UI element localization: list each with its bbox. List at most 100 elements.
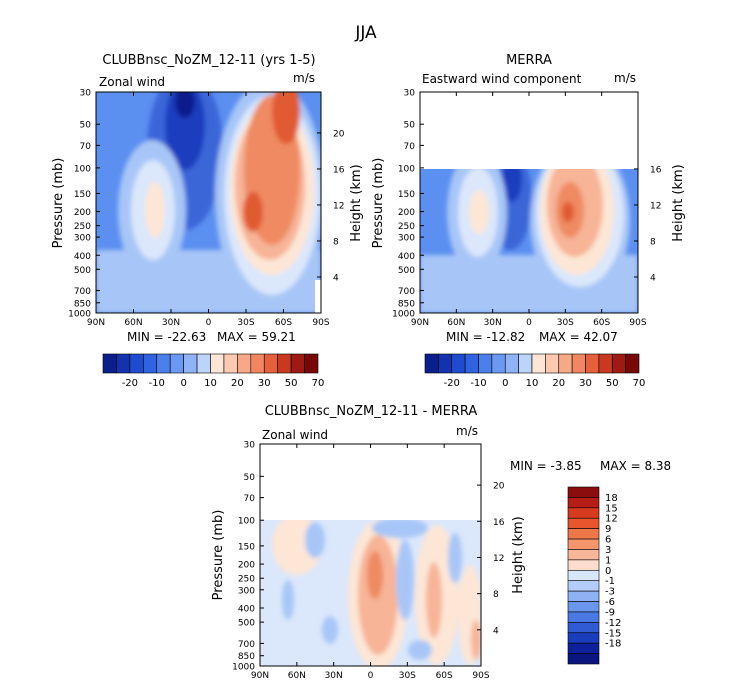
- colorbar-box: [567, 580, 600, 592]
- colorbar-box: [250, 353, 265, 374]
- panel-diff-ylabel: Pressure (mb): [211, 510, 226, 601]
- panel-model-ylabel-right: Height (km): [349, 164, 364, 241]
- panel-model-units: m/s: [293, 71, 315, 85]
- height-tick-label: 12: [650, 201, 661, 211]
- colorbar-label: 10: [526, 378, 539, 389]
- south-jet-core: [562, 202, 574, 222]
- colorbar-label: -20: [122, 378, 138, 389]
- y-tick-label: 1000: [392, 310, 415, 320]
- north-jet-core: [469, 190, 489, 234]
- colorbar-box: [263, 353, 278, 374]
- colorbar-box: [518, 353, 533, 374]
- y-tick-label: 1000: [68, 310, 91, 320]
- y-tick-label: 70: [244, 494, 256, 504]
- panel-diff-min: MIN = -3.85: [510, 459, 582, 473]
- x-tick-label: 30N: [162, 318, 180, 328]
- colorbar-box: [102, 353, 117, 374]
- panel-obs-ylabel-right: Height (km): [671, 164, 686, 241]
- x-tick-label: 60S: [275, 318, 292, 328]
- colorbar-box: [304, 353, 319, 374]
- colorbar-label: -15: [605, 628, 621, 639]
- panel-model-axes: 90N 60N 30N 0 30S 60S 90S 30 50 70 100 150 200 250 300…: [68, 89, 345, 329]
- pos-eq-core: [367, 551, 383, 599]
- colorbar-box: [196, 353, 211, 374]
- colorbar-box: [567, 559, 600, 571]
- x-tick-label: 0: [368, 671, 374, 681]
- colorbar-box: [567, 642, 600, 654]
- height-tick-label: 16: [650, 165, 662, 175]
- colorbar-box: [598, 353, 613, 374]
- y-tick-label: 200: [238, 561, 255, 571]
- colorbar-box: [169, 353, 184, 374]
- panel-obs-axes: 90N 60N 30N 0 30S 60S 90S 30 50 70 100 150 200 250 300…: [392, 89, 662, 329]
- y-tick-label: 300: [238, 586, 255, 596]
- tropical-easterly-max: [502, 169, 522, 202]
- colorbar-box: [237, 353, 252, 374]
- panel-diff-field: [260, 520, 481, 666]
- y-tick-label: 850: [238, 652, 255, 662]
- neg-center: [396, 540, 414, 620]
- colorbar-obs: -20 -10 0 10 20 30 50 70: [424, 353, 646, 389]
- panel-obs-max: MAX = 42.07: [539, 330, 618, 344]
- x-tick-label: 30N: [484, 318, 502, 328]
- height-tick-label: 8: [333, 237, 339, 247]
- colorbar-box: [567, 632, 600, 644]
- x-tick-label: 90S: [312, 318, 329, 328]
- south-jet-low-core: [243, 192, 263, 232]
- colorbar-box: [558, 353, 573, 374]
- colorbar-box: [567, 601, 600, 613]
- y-tick-label: 250: [398, 222, 415, 232]
- height-tick-label: 16: [493, 518, 505, 528]
- colorbar-label: -9: [605, 607, 615, 618]
- y-tick-label: 30: [244, 441, 256, 451]
- y-tick-label: 150: [398, 190, 415, 200]
- colorbar-label: 0: [605, 566, 611, 577]
- x-tick-label: 60N: [124, 318, 142, 328]
- panel-diff-subtitle-left: Zonal wind: [262, 428, 328, 442]
- colorbar-label: 50: [285, 378, 298, 389]
- x-tick-label: 60N: [447, 318, 465, 328]
- y-tick-label: 850: [74, 299, 91, 309]
- colorbar-box: [585, 353, 600, 374]
- y-tick-label: 200: [74, 208, 91, 218]
- colorbar-box: [504, 353, 519, 374]
- panel-model-min: MIN = -22.63: [127, 330, 206, 344]
- colorbar-box: [478, 353, 493, 374]
- colorbar-label: -18: [605, 639, 621, 650]
- colorbar-label: -1: [605, 576, 615, 587]
- north-jet-core: [145, 182, 165, 238]
- y-tick-label: 400: [398, 252, 415, 262]
- y-tick-label: 70: [404, 142, 416, 152]
- y-tick-label: 700: [74, 287, 91, 297]
- y-tick-label: 100: [74, 164, 91, 174]
- colorbar-label: 3: [605, 545, 611, 556]
- panel-obs-title: MERRA: [506, 53, 552, 68]
- colorbar-label: 6: [605, 535, 611, 546]
- height-tick-label: 20: [493, 482, 505, 492]
- y-tick-label: 500: [238, 619, 255, 629]
- x-tick-label: 90S: [472, 671, 489, 681]
- panel-diff-ylabel-right: Height (km): [511, 516, 526, 593]
- panel-model-subtitle-left: Zonal wind: [99, 75, 165, 89]
- colorbar-label: 12: [605, 514, 618, 525]
- panel-diff-units: m/s: [456, 424, 478, 438]
- colorbar-label: 50: [606, 378, 619, 389]
- south-jet-50: [272, 92, 300, 144]
- colorbar-box: [625, 353, 640, 374]
- colorbar-box: [156, 353, 171, 374]
- tropical-easterly-core: [165, 92, 205, 170]
- height-tick-label: 16: [333, 165, 345, 175]
- x-tick-label: 90N: [411, 318, 429, 328]
- x-tick-label: 30S: [399, 671, 416, 681]
- x-tick-label: 90S: [629, 318, 646, 328]
- colorbar-label: -3: [605, 587, 615, 598]
- colorbar-box: [143, 353, 158, 374]
- neg-south: [448, 533, 462, 583]
- y-tick-label: 700: [398, 287, 415, 297]
- figure-title: JJA: [354, 23, 377, 43]
- height-tick-label: 8: [650, 237, 656, 247]
- colorbar-box: [424, 353, 439, 374]
- panel-model-title: CLUBBnsc_NoZM_12-11 (yrs 1-5): [102, 53, 315, 68]
- colorbar-label: 70: [633, 378, 646, 389]
